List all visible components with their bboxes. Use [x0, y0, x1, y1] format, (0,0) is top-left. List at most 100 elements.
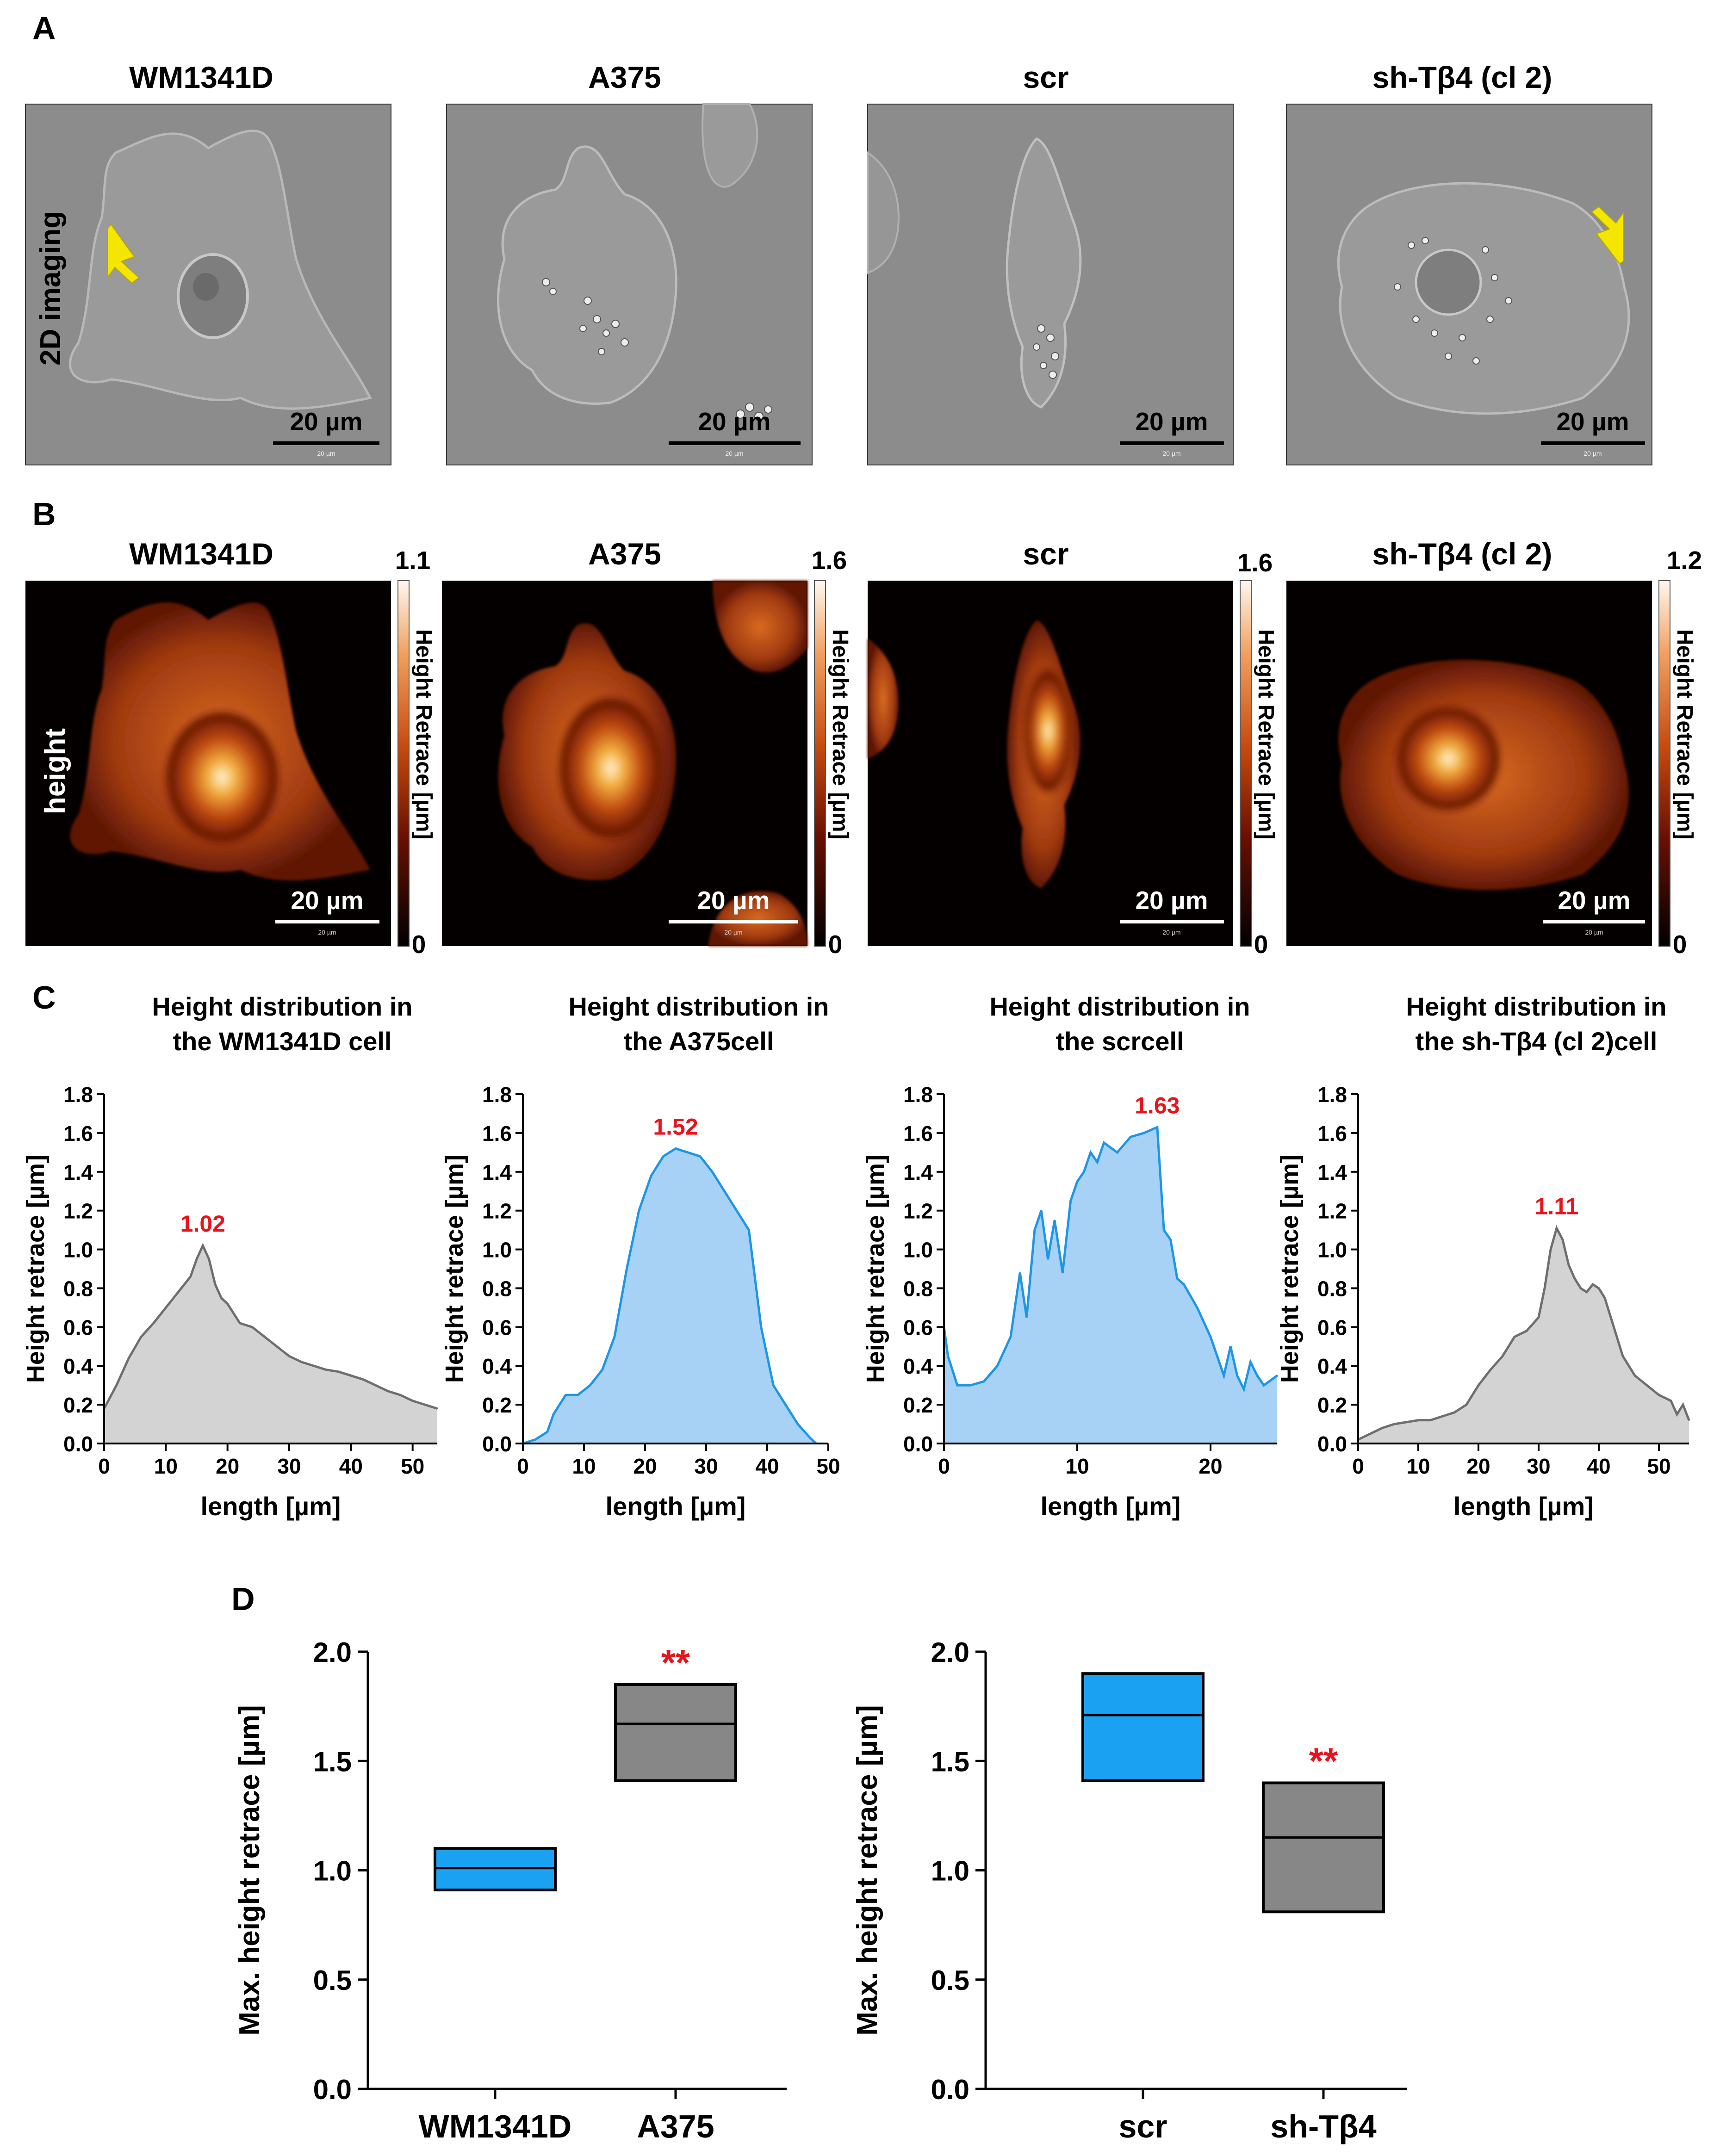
y-tick-label: 0.6 [1317, 1315, 1347, 1339]
x-category-label: scr [1118, 2108, 1167, 2144]
data-point [1592, 1283, 1594, 1285]
x-axis-label: length [µm] [1453, 1492, 1594, 1521]
x-tick-label: 50 [401, 1454, 424, 1478]
data-point [970, 1384, 972, 1386]
data-point [1083, 1171, 1085, 1173]
area-fill [944, 1127, 1277, 1444]
x-axis-label: length [µm] [1041, 1492, 1181, 1521]
data-point [399, 1394, 401, 1396]
data-point [1019, 1272, 1021, 1274]
chart-title-line: the A375cell [624, 1027, 774, 1056]
line-chart-4: Height distribution in the sh-Tβ4 (cl 2)c… [1276, 992, 1690, 1521]
data-point [1568, 1264, 1570, 1266]
data-point [1646, 1384, 1648, 1386]
arrow-yellow-a1 [107, 223, 140, 284]
y-axis-label: Height retrace [µm] [22, 1155, 50, 1383]
y-tick-label: 1.4 [63, 1160, 93, 1184]
x-tick-label: 30 [694, 1454, 718, 1478]
data-point [424, 1404, 426, 1406]
y-tick-label: 0.0 [482, 1432, 512, 1456]
y-axis-label: Max. height retrace [µm] [234, 1705, 266, 2035]
y-tick-label: 1.2 [482, 1199, 512, 1223]
image-b-wm1341d: height 20 µm 20 µm [25, 581, 391, 946]
data-point [1604, 1297, 1606, 1299]
scale-bar-label-b3: 20 µm [1135, 886, 1208, 915]
x-tick-label: 0 [517, 1454, 529, 1478]
area-fill [104, 1245, 437, 1444]
y-tick-label: 0.2 [1317, 1393, 1347, 1417]
panel-a-titles: WM1341D A375 scr sh-Tβ4 (cl 2) [129, 60, 1552, 94]
panel-letter-b: B [32, 496, 56, 532]
y-tick-label: 0.5 [931, 1965, 969, 1996]
line-chart-3: Height distribution in the scrcell 1.63 0.0… [862, 992, 1278, 1521]
y-tick-label: 0.8 [1317, 1276, 1347, 1301]
image-b-a375: 20 µm 20 µm [442, 581, 807, 946]
data-point [1010, 1336, 1012, 1338]
y-tick-label: 1.2 [903, 1199, 933, 1223]
x-tick-label: 30 [277, 1454, 301, 1478]
x-tick-label: 10 [154, 1454, 178, 1478]
data-point [1580, 1287, 1582, 1289]
data-point [577, 1394, 579, 1396]
data-point [202, 1245, 204, 1246]
y-tick-label: 0.0 [1317, 1432, 1347, 1456]
data-point [1556, 1227, 1558, 1229]
data-point [760, 1326, 762, 1328]
x-axis-label: length [µm] [201, 1492, 341, 1521]
y-tick-label: 1.0 [63, 1238, 93, 1262]
scale-bar-label-a4: 20 µm [1556, 407, 1629, 436]
x-tick-label: 40 [755, 1454, 779, 1478]
data-point [1070, 1200, 1072, 1202]
colorbar-label-b3: Height Retrace [µm] [1254, 629, 1278, 839]
x-category-label: WM1341D [419, 2108, 572, 2144]
colorbar-b1: 1.1 0 Height Retrace [µm] [395, 546, 436, 959]
a-title-scr: scr [1023, 60, 1068, 94]
y-tick-label: 1.0 [931, 1856, 969, 1887]
panel-letter-a: A [32, 10, 56, 46]
data-point [1598, 1287, 1600, 1289]
a-title-shtb4: sh-Tβ4 (cl 2) [1372, 60, 1552, 94]
data-point [1514, 1336, 1515, 1338]
data-point [1526, 1330, 1528, 1332]
colorbar-b4: 1.2 0 Height Retrace [µm] [1658, 546, 1702, 959]
data-point [546, 1431, 548, 1433]
image-a-scr: 20 µm 20 µm [867, 104, 1234, 465]
peak-label: 1.52 [653, 1114, 698, 1140]
y-tick-label: 2.0 [313, 1637, 352, 1668]
scale-bar-tiny-b1: 20 µm [318, 929, 336, 936]
chart-title-line: Height distribution in [568, 992, 829, 1021]
significance-marker: ** [661, 1642, 690, 1683]
data-point [1156, 1126, 1158, 1128]
data-point [1047, 1258, 1049, 1260]
data-point [1682, 1404, 1684, 1406]
y-tick-label: 1.4 [903, 1160, 933, 1184]
data-point [196, 1258, 198, 1260]
colorbar-min-b3: 0 [1254, 930, 1268, 959]
data-point [947, 1355, 949, 1357]
scale-bar-label-b4: 20 µm [1558, 886, 1630, 915]
data-point [1478, 1384, 1479, 1386]
x-tick-label: 20 [1198, 1454, 1222, 1478]
data-point [553, 1413, 554, 1415]
data-point [1210, 1336, 1211, 1338]
y-tick-label: 1.6 [482, 1121, 512, 1146]
data-point [1417, 1419, 1419, 1421]
colorbar-max-b1: 1.1 [395, 546, 430, 575]
data-point [165, 1307, 167, 1308]
data-point [1276, 1375, 1278, 1376]
y-axis-label: Height retrace [µm] [441, 1155, 468, 1383]
data-point [1586, 1291, 1588, 1293]
data-point [1236, 1375, 1238, 1376]
data-point [687, 1152, 689, 1153]
data-point [190, 1276, 192, 1277]
y-tick-label: 1.8 [482, 1083, 512, 1107]
panel-letter-c: C [32, 979, 56, 1016]
y-tick-label: 0.0 [903, 1432, 933, 1456]
series-line [943, 1125, 1278, 1393]
colorbar-b3: 1.6 0 Height Retrace [µm] [1237, 548, 1278, 959]
series-line [522, 1147, 817, 1445]
x-tick-label: 0 [938, 1454, 950, 1478]
peak-label: 1.11 [1535, 1193, 1579, 1219]
data-point [313, 1365, 315, 1367]
data-point [251, 1326, 253, 1328]
